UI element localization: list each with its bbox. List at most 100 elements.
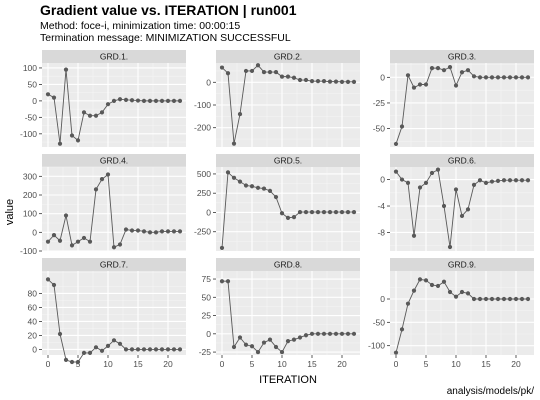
data-point [339,209,345,215]
data-point [417,82,423,87]
x-tick-label: 0 [220,359,225,369]
y-tick-label: -100 [20,129,37,139]
data-point [507,178,513,183]
data-point [321,209,327,215]
chart-subtitle-termination: Termination message: MINIMIZATION SUCCES… [40,32,291,44]
y-tick-label: 80 [28,288,38,298]
data-point [459,70,465,75]
data-point [465,207,471,212]
data-point [285,74,291,79]
data-point [495,75,501,80]
data-point [303,77,309,83]
data-point [513,296,519,302]
data-point [93,187,99,192]
data-point [45,277,51,282]
data-point [171,229,177,234]
data-point [243,68,249,74]
x-tick-label: 5 [250,359,255,369]
data-point [447,244,453,250]
data-point [105,343,111,348]
facet-strip-label: GRD.9. [448,260,476,270]
data-point [417,277,423,282]
data-point [495,178,501,183]
data-point [141,347,147,352]
x-tick-label: 5 [424,359,429,369]
x-tick-label: 20 [337,359,347,369]
data-point [465,291,471,296]
data-point [153,98,159,103]
data-point [99,177,105,182]
data-point [123,97,129,102]
data-point [483,75,489,80]
data-point [123,227,129,232]
data-point [399,177,405,182]
y-tick-label: 50 [28,79,38,89]
data-point [501,75,507,80]
panel-background [42,167,186,251]
data-point [507,296,513,302]
x-axis-title: ITERATION [259,374,317,386]
data-point [57,141,63,146]
data-point [117,242,123,247]
data-point [75,138,81,143]
y-tick-label: 100 [23,209,37,219]
y-tick-label: 0 [380,175,385,185]
data-point [411,85,417,90]
data-point [159,98,165,103]
facet-panel-9: GRD.9. -100 -50 0 0 5 10 15 20 [368,258,534,369]
data-point [291,337,297,342]
data-point [111,98,117,103]
data-point [219,279,225,284]
x-tick-label: 0 [46,359,51,369]
data-point [483,296,489,302]
x-tick-label: 20 [511,359,521,369]
x-tick-label: 10 [277,359,287,369]
data-point [279,211,285,216]
y-tick-label: 0 [32,227,37,237]
data-point [285,215,291,220]
data-point [171,347,177,352]
data-point [141,229,147,234]
data-point [261,69,267,75]
y-tick-label: -50 [373,124,386,134]
facet-strip [216,50,360,63]
data-point [147,98,153,103]
data-point [525,75,531,80]
data-point [123,347,129,352]
data-point [315,331,321,336]
y-tick-label: 0 [380,72,385,82]
y-tick-label: 0 [206,329,211,339]
data-point [177,229,183,234]
data-point [315,209,321,215]
y-tick-label: 200 [23,190,37,200]
data-point [69,359,75,365]
data-point [261,186,267,191]
panel-background [390,271,534,355]
data-point [351,209,357,215]
data-point [477,178,483,183]
data-point [495,296,501,302]
data-point [51,95,57,100]
data-point [411,288,417,293]
data-point [99,348,105,353]
data-point [333,331,339,336]
y-tick-label: -8 [377,227,385,237]
data-point [87,239,93,244]
data-point [153,230,159,235]
data-point [525,296,531,302]
data-point [351,331,357,336]
data-point [489,296,495,302]
x-tick-label: 15 [133,359,143,369]
data-point [321,79,327,84]
data-point [393,169,399,174]
data-point [129,98,135,103]
y-tick-label: -50 [25,112,38,122]
data-point [105,172,111,177]
data-point [135,347,141,352]
data-point [447,289,453,295]
data-point [519,296,525,302]
data-point [405,301,411,306]
data-point [243,183,249,188]
facet-panel-4: GRD.4. -100 0 100 200 300 [20,154,186,256]
data-point [93,345,99,350]
